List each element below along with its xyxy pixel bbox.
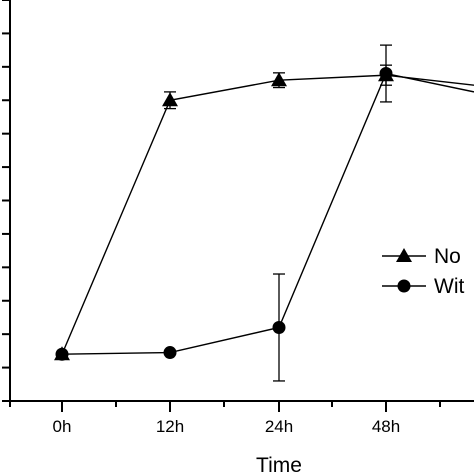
x-tick-label: 0h [53,417,72,436]
data-point [55,347,69,361]
series-2 [55,44,474,382]
data-point [272,320,286,334]
x-tick-label: 24h [265,417,293,436]
x-axis-title: Time [256,454,302,474]
legend-label: Wit [434,275,464,298]
chart-axes [2,0,474,412]
series-layer [54,44,474,382]
legend-label: No [434,245,461,268]
x-tick-label: 12h [156,417,184,436]
legend-entry-1: No [382,245,461,268]
legend-entry-2: Wit [382,275,464,298]
legend-marker [396,248,412,262]
data-point [379,67,393,81]
data-point [162,92,178,107]
legend-marker [397,279,411,293]
tick-labels: 0h 12h 24h 48h [53,417,401,436]
series-1 [54,64,474,361]
series-line [61,72,474,355]
chart-legend: No Wit [382,245,464,298]
data-point [271,72,287,87]
x-tick-label: 48h [372,417,400,436]
series-line [61,74,474,355]
data-point [163,346,177,360]
